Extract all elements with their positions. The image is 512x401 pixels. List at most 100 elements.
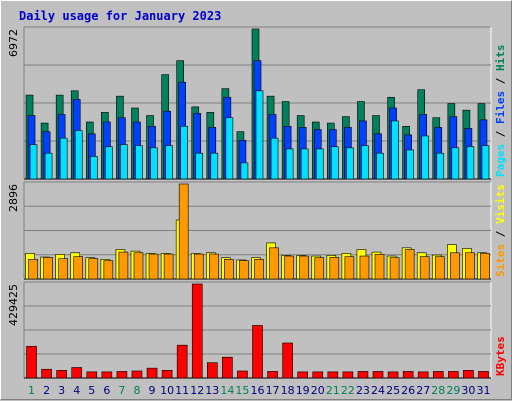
bar-pages-day-16	[255, 90, 264, 180]
bar-sites-day-5	[88, 258, 99, 280]
bar-kbytes-day-28	[432, 371, 444, 379]
bar-pages-day-6	[105, 146, 113, 180]
day-label-27: 27	[416, 384, 430, 397]
bar-sites-day-29	[450, 252, 460, 280]
legend-separator: /	[494, 224, 507, 244]
bar-sites-day-2	[43, 257, 53, 280]
day-label-18: 18	[281, 384, 295, 397]
day-label-30: 30	[461, 384, 475, 397]
bar-kbytes-day-18	[282, 342, 293, 379]
legend-text: Pages / Files / Hits	[494, 45, 507, 178]
bar-pages-day-19	[300, 148, 309, 180]
bar-kbytes-day-15	[237, 370, 248, 379]
bar-sites-day-17	[269, 247, 279, 280]
day-label-19: 19	[296, 384, 310, 397]
bar-kbytes-day-3	[56, 370, 67, 379]
bar-pages-day-17	[270, 137, 279, 180]
bar-sites-day-18	[284, 255, 294, 280]
bar-kbytes-day-12	[191, 283, 203, 379]
legend-hits: Hits	[494, 45, 507, 72]
bar-sites-day-11	[178, 183, 189, 280]
day-label-28: 28	[431, 384, 445, 397]
bar-pages-day-10	[165, 145, 173, 180]
bar-pages-day-7	[120, 144, 128, 180]
day-label-12: 12	[190, 384, 204, 397]
bar-kbytes-day-5	[86, 371, 98, 379]
bar-kbytes-day-17	[267, 371, 278, 379]
legend-separator: /	[494, 124, 507, 144]
day-label-26: 26	[401, 384, 415, 397]
bar-kbytes-day-27	[417, 371, 429, 379]
bar-sites-day-6	[103, 260, 114, 280]
day-label-20: 20	[311, 384, 325, 397]
day-label-31: 31	[476, 384, 490, 397]
day-label-16: 16	[251, 384, 265, 397]
legend-text: KBytes	[494, 336, 507, 376]
day-labels: 1 2 3 4 5 6 7 8 9 10 11 12 13 14 15 16 17 18 19 20 21 22 23 24 2…	[28, 384, 490, 397]
bar-kbytes-day-9	[146, 367, 158, 379]
bar-pages-day-27	[421, 135, 430, 180]
legend-visits-sites: Sites / Visits	[494, 184, 507, 277]
bar-sites-day-30	[465, 252, 475, 280]
day-label-21: 21	[326, 384, 340, 397]
bar-pages-day-3	[59, 137, 68, 180]
bar-sites-day-27	[419, 256, 430, 280]
legend-separator: /	[494, 71, 507, 91]
bar-kbytes-day-21	[327, 371, 339, 379]
bar-kbytes-day-1	[26, 345, 37, 379]
bar-kbytes-day-6	[101, 371, 113, 379]
bar-kbytes-day-19	[297, 371, 308, 379]
bar-kbytes-day-30	[463, 370, 474, 379]
bar-pages-day-14	[225, 117, 234, 180]
bar-sites-day-20	[314, 257, 325, 280]
bar-pages-day-9	[150, 147, 158, 180]
bar-sites-day-24	[374, 254, 385, 280]
bar-sites-day-13	[209, 253, 219, 280]
bar-sites-day-21	[329, 257, 340, 280]
bar-kbytes-day-11	[176, 344, 188, 379]
day-label-9: 9	[149, 384, 156, 397]
legend-files: Files	[494, 91, 507, 124]
bar-pages-day-23	[361, 145, 369, 180]
day-label-29: 29	[446, 384, 460, 397]
day-label-14: 14	[220, 384, 234, 397]
bar-pages-day-2	[44, 152, 53, 180]
panel-visits-sites: 2896 Sites / Visits	[7, 181, 507, 280]
panel-kbytes: 429425 KBytes	[7, 281, 507, 379]
bar-pages-day-12	[195, 152, 204, 180]
bar-pages-day-11	[180, 125, 188, 180]
bar-sites-day-19	[299, 255, 309, 280]
day-label-25: 25	[386, 384, 400, 397]
day-label-13: 13	[205, 384, 219, 397]
day-label-1: 1	[28, 384, 35, 397]
bar-kbytes-day-4	[71, 367, 83, 379]
y-max-label: 6972	[7, 29, 20, 57]
legend-hits-files-pages: Pages / Files / Hits	[494, 45, 507, 178]
day-label-15: 15	[235, 384, 249, 397]
day-label-2: 2	[43, 384, 50, 397]
bar-sites-day-8	[133, 252, 144, 280]
bar-kbytes-day-20	[312, 371, 324, 379]
bar-sites-day-15	[239, 260, 249, 280]
legend-visits: Visits	[494, 184, 507, 224]
bar-kbytes-day-8	[131, 370, 143, 379]
y-max-label: 429425	[7, 284, 20, 326]
bar-pages-day-13	[210, 152, 219, 180]
bar-sites-day-1	[28, 259, 38, 280]
day-label-3: 3	[58, 384, 65, 397]
day-label-23: 23	[356, 384, 370, 397]
bar-pages-day-5	[89, 156, 98, 180]
bar-sites-day-31	[480, 253, 490, 280]
bar-pages-day-21	[331, 146, 339, 180]
bar-pages-day-25	[391, 120, 399, 180]
bar-sites-day-4	[73, 256, 84, 280]
day-label-11: 11	[175, 384, 189, 397]
bar-kbytes-day-24	[372, 371, 384, 379]
day-label-4: 4	[73, 384, 80, 397]
bar-kbytes-day-16	[252, 325, 263, 379]
day-label-8: 8	[133, 384, 140, 397]
bar-pages-day-29	[451, 147, 460, 180]
panel-hits-files-pages: 6972 Pages / Files / Hits	[7, 26, 507, 180]
